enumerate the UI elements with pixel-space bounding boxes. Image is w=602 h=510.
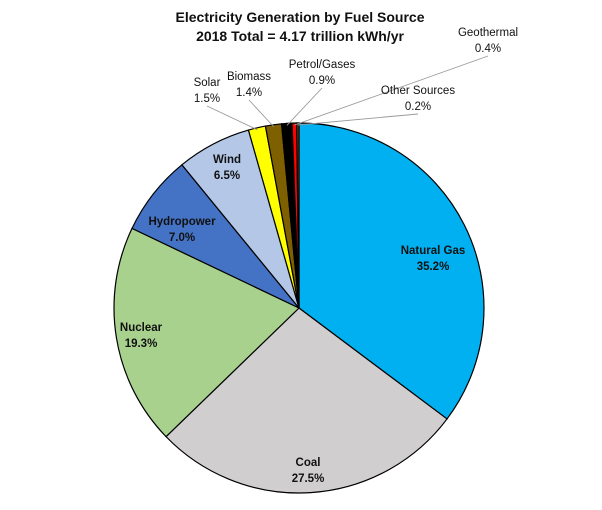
label-other-sources: Other Sources 0.2% xyxy=(381,85,455,113)
label-hydropower-value: 7.0% xyxy=(169,232,195,244)
label-wind-name: Wind xyxy=(213,154,241,166)
label-geothermal-name: Geothermal xyxy=(458,27,518,39)
label-other-sources-value: 0.2% xyxy=(405,101,431,113)
label-nuclear: Nuclear 19.3% xyxy=(120,322,163,350)
leader-other-sources xyxy=(297,113,419,126)
leader-geothermal xyxy=(294,55,489,126)
leader-biomass xyxy=(248,99,275,128)
label-geothermal-value: 0.4% xyxy=(475,43,501,55)
label-natural-gas-value: 35.2% xyxy=(417,261,450,273)
label-biomass-value: 1.4% xyxy=(236,87,262,99)
slice-labels: Natural Gas 35.2% Coal 27.5% Nuclear 19.3% Hyd… xyxy=(120,27,518,485)
leader-solar xyxy=(206,105,258,131)
slice-coal xyxy=(165,307,448,494)
pie-slices xyxy=(113,122,485,494)
label-coal: Coal 27.5% xyxy=(292,457,325,485)
leader-lines xyxy=(206,55,489,131)
label-coal-name: Coal xyxy=(296,457,321,469)
label-petrol-gases-name: Petrol/Gases xyxy=(289,59,356,71)
label-solar-name: Solar xyxy=(194,77,221,89)
label-natural-gas: Natural Gas 35.2% xyxy=(401,245,466,273)
label-solar: Solar 1.5% xyxy=(194,77,221,105)
label-nuclear-value: 19.3% xyxy=(125,338,158,350)
label-geothermal: Geothermal 0.4% xyxy=(458,27,518,55)
label-solar-value: 1.5% xyxy=(194,93,220,105)
chart-title: Electricity Generation by Fuel Source xyxy=(176,9,425,25)
label-other-sources-name: Other Sources xyxy=(381,85,455,97)
leader-petrol-gases xyxy=(286,87,323,126)
label-biomass-name: Biomass xyxy=(227,71,271,83)
label-petrol-gases-value: 0.9% xyxy=(309,75,335,87)
label-hydropower: Hydropower 7.0% xyxy=(148,216,216,244)
label-biomass: Biomass 1.4% xyxy=(227,71,271,99)
slice-nuclear xyxy=(113,227,301,438)
label-natural-gas-name: Natural Gas xyxy=(401,245,466,257)
label-petrol-gases: Petrol/Gases 0.9% xyxy=(289,59,356,87)
chart-subtitle: 2018 Total = 4.17 trillion kWh/yr xyxy=(196,28,404,44)
slice-natural-gas xyxy=(298,122,485,420)
label-wind: Wind 6.5% xyxy=(213,154,241,182)
label-hydropower-name: Hydropower xyxy=(148,216,216,228)
label-nuclear-name: Nuclear xyxy=(120,322,163,334)
label-wind-value: 6.5% xyxy=(214,170,240,182)
label-coal-value: 27.5% xyxy=(292,473,325,485)
